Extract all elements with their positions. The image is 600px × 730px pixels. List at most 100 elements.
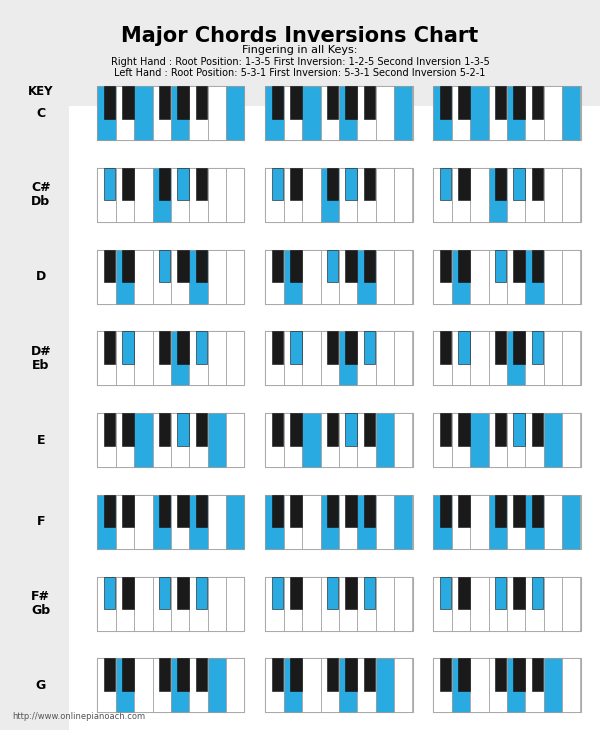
FancyBboxPatch shape: [265, 250, 413, 304]
Bar: [272, 331, 283, 364]
Bar: [440, 495, 451, 527]
Text: Right Hand : Root Position: 1-3-5 First Inversion: 1-2-5 Second Inversion 1-3-5: Right Hand : Root Position: 1-3-5 First …: [110, 57, 490, 67]
Bar: [196, 86, 207, 118]
Bar: [171, 413, 190, 467]
Bar: [177, 86, 188, 118]
Bar: [339, 168, 358, 222]
Bar: [358, 331, 376, 385]
Bar: [507, 658, 526, 712]
Bar: [265, 413, 284, 467]
Bar: [507, 577, 526, 631]
Bar: [488, 86, 507, 140]
Bar: [265, 495, 284, 549]
Bar: [226, 577, 245, 631]
Bar: [116, 250, 134, 304]
FancyBboxPatch shape: [97, 413, 245, 467]
Bar: [97, 168, 116, 222]
Bar: [97, 577, 116, 631]
Bar: [358, 250, 376, 304]
Bar: [532, 86, 543, 118]
Bar: [122, 658, 134, 691]
FancyBboxPatch shape: [265, 495, 413, 549]
Bar: [284, 250, 302, 304]
Bar: [159, 495, 170, 527]
Text: F#
Gb: F# Gb: [31, 591, 50, 617]
Bar: [171, 250, 190, 304]
Bar: [272, 658, 283, 691]
Bar: [320, 331, 339, 385]
Bar: [290, 577, 302, 609]
Bar: [339, 331, 358, 385]
Bar: [226, 86, 245, 140]
Bar: [190, 495, 208, 549]
Bar: [339, 250, 358, 304]
Bar: [97, 658, 116, 712]
Bar: [458, 658, 470, 691]
FancyBboxPatch shape: [433, 331, 581, 385]
Bar: [0, 106, 69, 730]
Bar: [345, 86, 356, 118]
Bar: [394, 250, 413, 304]
FancyBboxPatch shape: [265, 658, 413, 712]
Bar: [208, 495, 226, 549]
Bar: [177, 658, 188, 691]
Bar: [488, 495, 507, 549]
Bar: [544, 413, 562, 467]
Bar: [544, 250, 562, 304]
Bar: [208, 413, 226, 467]
Bar: [364, 168, 375, 200]
FancyBboxPatch shape: [97, 168, 245, 222]
Bar: [159, 86, 170, 118]
Bar: [284, 495, 302, 549]
Text: D#
Eb: D# Eb: [31, 345, 51, 372]
Bar: [488, 577, 507, 631]
Bar: [122, 250, 134, 282]
Bar: [358, 86, 376, 140]
Bar: [458, 168, 470, 200]
Bar: [513, 86, 524, 118]
Bar: [394, 658, 413, 712]
Text: C: C: [36, 107, 46, 120]
Bar: [488, 331, 507, 385]
Bar: [265, 250, 284, 304]
Bar: [284, 86, 302, 140]
Bar: [272, 495, 283, 527]
Bar: [513, 495, 524, 527]
Bar: [470, 331, 488, 385]
Bar: [394, 331, 413, 385]
Bar: [159, 577, 170, 609]
Text: G: G: [35, 679, 46, 692]
Bar: [526, 168, 544, 222]
Bar: [134, 250, 152, 304]
Bar: [526, 577, 544, 631]
Bar: [452, 250, 470, 304]
Bar: [134, 495, 152, 549]
Bar: [513, 658, 524, 691]
Bar: [440, 413, 451, 445]
Bar: [488, 658, 507, 712]
Bar: [196, 413, 207, 445]
Bar: [302, 168, 320, 222]
Bar: [327, 577, 338, 609]
FancyBboxPatch shape: [97, 250, 245, 304]
Bar: [190, 86, 208, 140]
Bar: [376, 86, 394, 140]
Bar: [376, 168, 394, 222]
Bar: [265, 86, 284, 140]
Bar: [470, 250, 488, 304]
Bar: [302, 495, 320, 549]
Bar: [394, 495, 413, 549]
Bar: [290, 331, 302, 364]
Bar: [97, 250, 116, 304]
Bar: [159, 413, 170, 445]
Bar: [507, 168, 526, 222]
Bar: [376, 331, 394, 385]
Bar: [394, 413, 413, 467]
Bar: [208, 331, 226, 385]
Bar: [562, 168, 580, 222]
Text: E: E: [37, 434, 45, 447]
Bar: [284, 413, 302, 467]
Bar: [433, 413, 452, 467]
Bar: [376, 413, 394, 467]
Bar: [177, 577, 188, 609]
